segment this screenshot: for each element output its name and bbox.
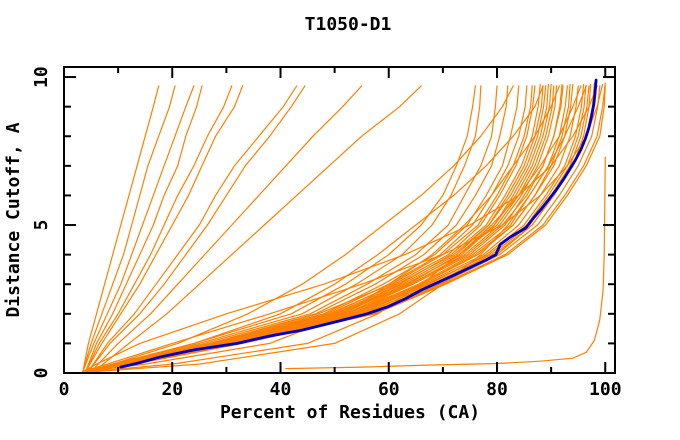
tick-label: 80 <box>486 379 508 400</box>
model-curve <box>85 85 514 373</box>
model-curve <box>85 85 560 373</box>
model-curve <box>82 85 160 373</box>
model-curve <box>82 85 176 373</box>
model-curve <box>85 85 498 373</box>
model-curve <box>82 85 195 373</box>
tick-label: 60 <box>378 379 400 400</box>
tick-label: 0 <box>31 368 52 379</box>
model-curve <box>85 85 482 373</box>
model-curve <box>90 85 582 373</box>
tick-label: 40 <box>270 379 292 400</box>
tick-label: 20 <box>161 379 183 400</box>
model-curve <box>90 85 363 373</box>
y-axis-title: Distance Cutoff, A <box>3 122 24 317</box>
model-curve <box>82 85 598 373</box>
axes-layer <box>63 66 616 374</box>
model-curve <box>87 85 306 373</box>
model-curve <box>87 85 544 373</box>
tick-labels-layer: 0 20 40 60 80 100 0 5 10 <box>31 66 622 400</box>
model-curve <box>87 85 298 373</box>
model-curve <box>87 83 550 373</box>
model-curve <box>85 85 244 373</box>
model-curve <box>85 85 233 373</box>
x-axis-title: Percent of Residues (CA) <box>220 402 480 423</box>
model-curve <box>285 156 606 370</box>
model-curve <box>95 85 587 373</box>
tick-label: 0 <box>59 379 70 400</box>
tick-label: 5 <box>31 220 52 231</box>
model-curve <box>93 85 422 373</box>
tick-label: 100 <box>589 379 622 400</box>
curves-layer <box>82 78 606 373</box>
model-curve <box>87 85 533 373</box>
chart-title: T1050-D1 <box>305 14 392 35</box>
model-curve <box>85 85 203 373</box>
plot-box <box>63 66 616 374</box>
model-curve <box>85 85 544 373</box>
tick-label: 10 <box>31 66 52 88</box>
highlighted-model-curve <box>119 78 598 369</box>
